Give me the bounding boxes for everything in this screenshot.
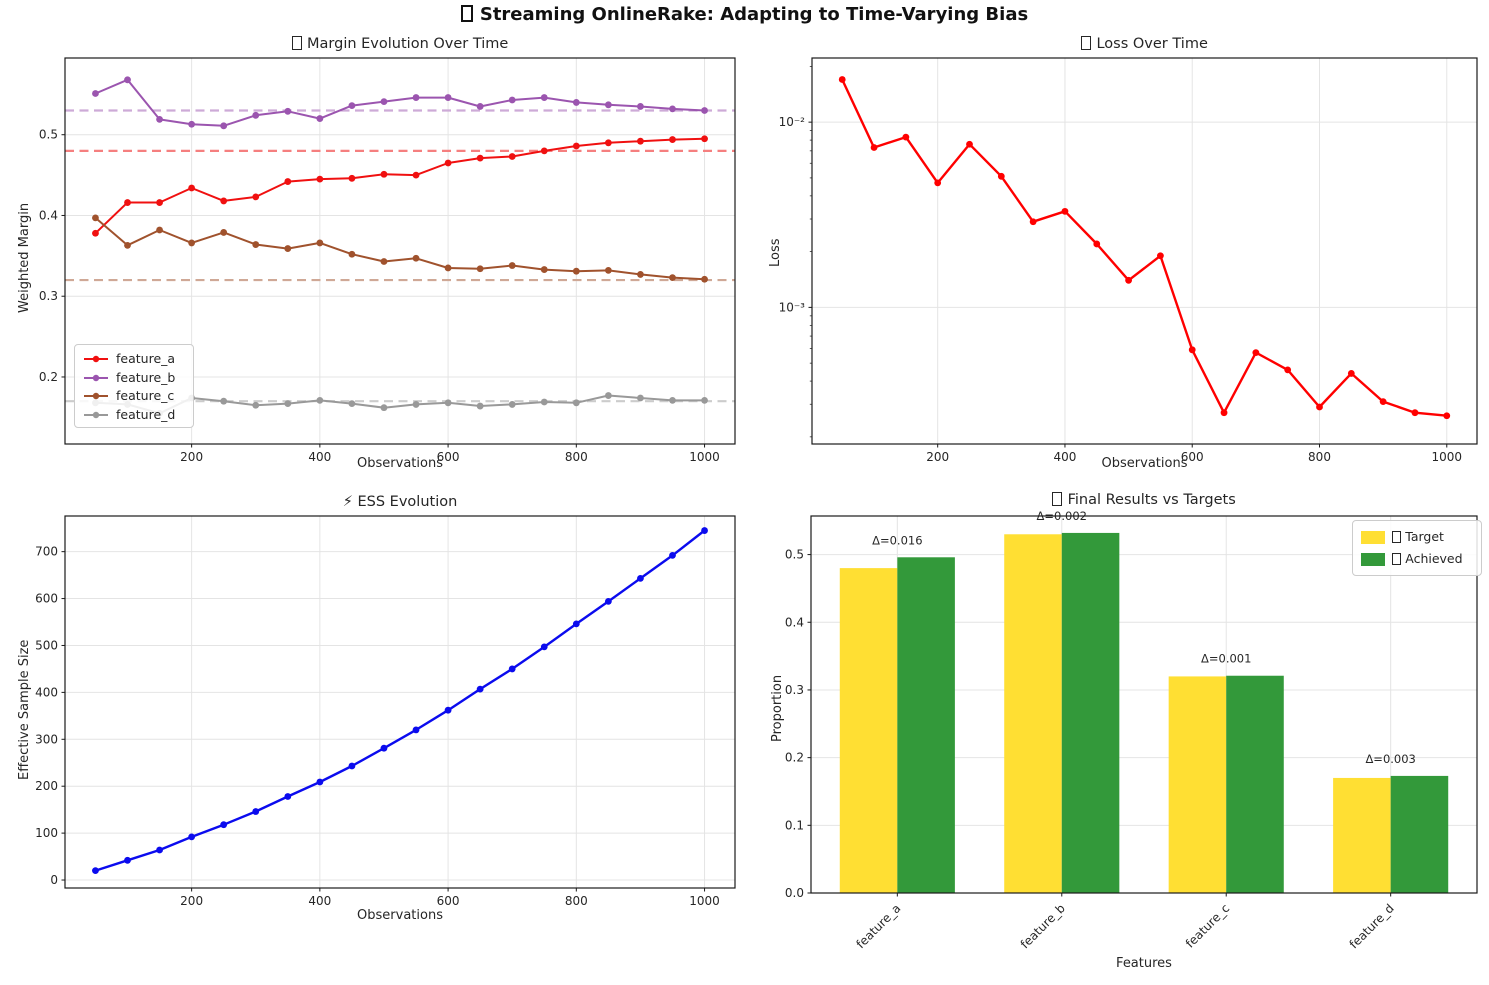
svg-text:10⁻²: 10⁻² <box>779 115 806 129</box>
svg-text:500: 500 <box>35 638 58 652</box>
svg-text:feature_a: feature_a <box>853 901 903 951</box>
svg-text:800: 800 <box>1308 450 1331 464</box>
legend-line-marker-icon <box>84 411 108 418</box>
svg-text:800: 800 <box>565 894 588 908</box>
svg-text:10⁻³: 10⁻³ <box>779 300 806 314</box>
legend-line-marker-icon <box>84 374 108 381</box>
legend-item-achieved: Achieved <box>1361 550 1471 569</box>
svg-text:200: 200 <box>180 894 203 908</box>
loss-chart-title-text: Loss Over Time <box>1096 36 1208 53</box>
svg-text:0.2: 0.2 <box>785 751 804 765</box>
missing-glyph-icon <box>1052 492 1063 506</box>
loss-plot-canvas: 200 400 600 800 1000 10⁻² 10⁻³ <box>779 57 1478 464</box>
ess-plot-canvas: 200 400 600 800 1000 0 100 200 300 400 500 600 700 <box>35 515 736 908</box>
margin-y-axis-label: Weighted Margin <box>17 202 32 313</box>
margin-x-axis-label: Observations <box>357 456 443 471</box>
svg-text:100: 100 <box>35 826 58 840</box>
legend-label: feature_c <box>116 388 175 403</box>
legend-label: feature_b <box>116 369 176 385</box>
loss-x-axis-label: Observations <box>1101 456 1188 471</box>
svg-text:feature_c: feature_c <box>1183 901 1232 950</box>
legend-item-feature_c: feature_c <box>83 387 183 406</box>
svg-text:400: 400 <box>35 685 58 699</box>
legend-label: feature_d <box>116 406 176 422</box>
missing-glyph-icon <box>1392 531 1401 543</box>
svg-text:feature_d: feature_d <box>1347 901 1397 951</box>
main-title: Streaming OnlineRake: Adapting to Time-V… <box>0 4 1489 25</box>
final-results-legend: Target Achieved <box>1352 520 1482 576</box>
margin-legend: feature_a feature_b feature_c feature_d <box>74 344 194 428</box>
svg-text:0.5: 0.5 <box>39 128 58 142</box>
svg-text:700: 700 <box>35 545 58 559</box>
missing-glyph-icon <box>460 5 474 23</box>
svg-text:0.3: 0.3 <box>785 683 804 697</box>
legend-item-feature_d: feature_d <box>83 406 183 425</box>
svg-text:1000: 1000 <box>1431 450 1462 464</box>
svg-text:300: 300 <box>35 732 58 746</box>
svg-text:Δ=0.001: Δ=0.001 <box>1201 652 1251 666</box>
legend-item-feature_b: feature_b <box>83 369 183 388</box>
ess-x-axis-label: Observations <box>357 908 443 923</box>
final-results-chart: Δ=0.016 feature_a Δ=0.002 feature_b Δ=0.001 f… <box>760 490 1489 985</box>
svg-text:1000: 1000 <box>689 450 720 464</box>
loss-chart: 200 400 600 800 1000 10⁻² 10⁻³ Loss Over Time … <box>760 35 1489 490</box>
loss-chart-title: Loss Over Time <box>812 36 1477 52</box>
missing-glyph-icon <box>1392 553 1401 565</box>
svg-text:0: 0 <box>50 873 58 887</box>
margin-evolution-chart: 200 400 600 800 1000 0.2 0.3 0.4 0.5 Margin Evol… <box>0 35 760 490</box>
legend-item-target: Target <box>1361 528 1471 547</box>
final-results-plot-canvas: Δ=0.016feature_aΔ=0.002feature_bΔ=0.001f… <box>785 509 1478 951</box>
legend-label: Achieved <box>1405 550 1463 566</box>
loss-y-axis-label: Loss <box>768 238 783 267</box>
final-results-chart-title: Final Results vs Targets <box>811 492 1477 508</box>
svg-text:600: 600 <box>437 894 460 908</box>
svg-text:400: 400 <box>308 450 331 464</box>
proportion-y-axis-label: Proportion <box>770 674 785 742</box>
legend-label: feature_a <box>116 351 176 366</box>
legend-line-marker-icon <box>84 356 108 363</box>
svg-text:800: 800 <box>565 450 588 464</box>
svg-text:0.4: 0.4 <box>785 615 804 629</box>
svg-text:Δ=0.016: Δ=0.016 <box>872 533 922 547</box>
main-title-text: Streaming OnlineRake: Adapting to Time-V… <box>479 4 1029 25</box>
missing-glyph-icon <box>291 36 302 50</box>
final-results-chart-title-text: Final Results vs Targets <box>1067 492 1236 509</box>
ess-y-axis-label: Effective Sample Size <box>17 639 32 780</box>
legend-line-marker-icon <box>84 393 108 400</box>
ess-evolution-chart: 200 400 600 800 1000 0 100 200 300 400 500 600 700 ⚡… <box>0 490 760 985</box>
svg-text:600: 600 <box>437 450 460 464</box>
ess-chart-title-text: ESS Evolution <box>357 494 458 510</box>
svg-text:600: 600 <box>1181 450 1204 464</box>
svg-text:200: 200 <box>35 779 58 793</box>
missing-glyph-icon <box>1081 36 1091 50</box>
svg-text:feature_b: feature_b <box>1018 901 1068 951</box>
legend-item-feature_a: feature_a <box>83 350 183 369</box>
margin-chart-title: Margin Evolution Over Time <box>65 36 735 52</box>
svg-text:400: 400 <box>1054 450 1077 464</box>
legend-label: Target <box>1405 528 1444 544</box>
svg-text:0.0: 0.0 <box>785 886 804 900</box>
svg-text:0.2: 0.2 <box>39 370 58 384</box>
zap-icon: ⚡ <box>342 494 353 510</box>
svg-text:1000: 1000 <box>689 894 720 908</box>
svg-text:Δ=0.003: Δ=0.003 <box>1365 752 1415 766</box>
ess-chart-title: ⚡ ESS Evolution <box>65 494 735 510</box>
svg-text:0.1: 0.1 <box>785 818 804 832</box>
svg-text:0.3: 0.3 <box>39 289 58 303</box>
features-x-axis-label: Features <box>1116 956 1172 971</box>
svg-text:0.5: 0.5 <box>785 548 804 562</box>
legend-color-patch-icon <box>1361 552 1385 566</box>
svg-text:400: 400 <box>308 894 331 908</box>
svg-text:600: 600 <box>35 592 58 606</box>
margin-chart-title-text: Margin Evolution Over Time <box>307 36 509 53</box>
legend-color-patch-icon <box>1361 530 1385 544</box>
svg-text:200: 200 <box>180 450 203 464</box>
svg-text:0.4: 0.4 <box>39 208 58 222</box>
svg-text:200: 200 <box>926 450 949 464</box>
